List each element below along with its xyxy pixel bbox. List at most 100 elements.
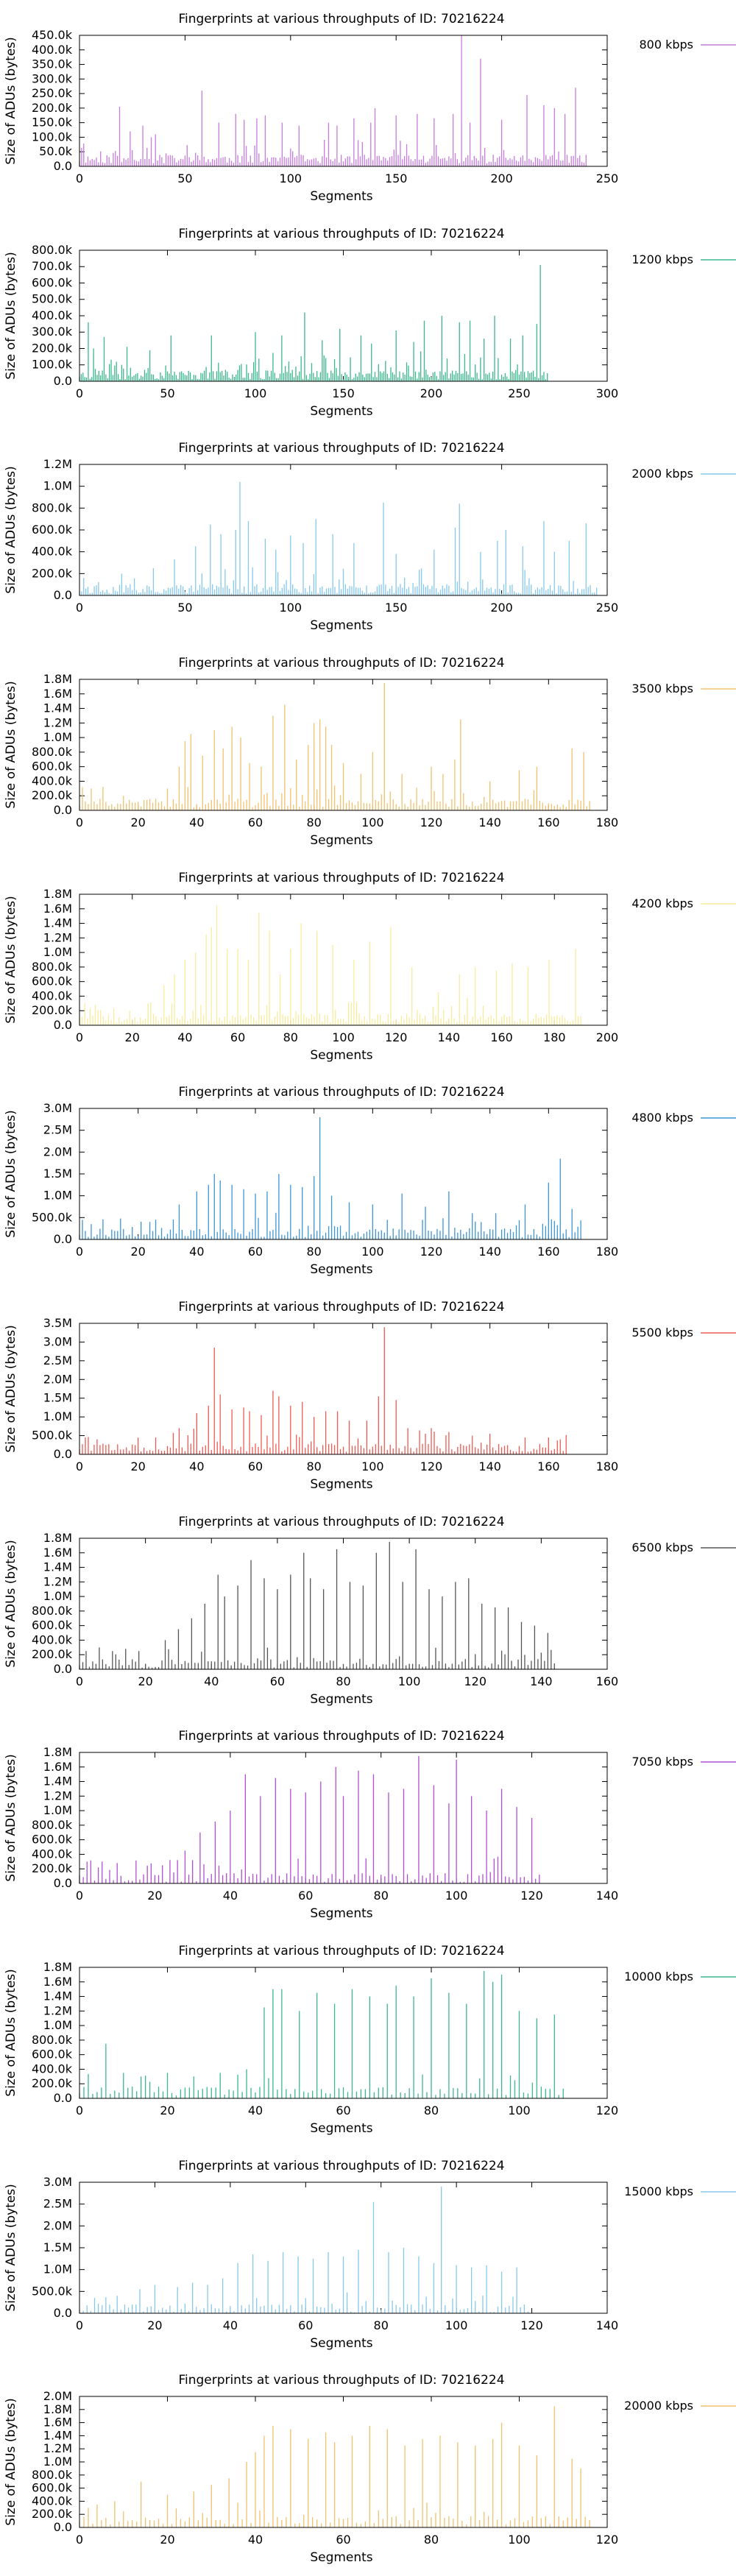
y-tick-label: 800.0k (32, 1604, 73, 1618)
y-axis-label: Size of ADUs (bytes) (4, 1969, 18, 2096)
y-tick-label: 50.0k (39, 144, 73, 158)
x-axis-label: Segments (310, 833, 372, 848)
y-axis-label: Size of ADUs (bytes) (4, 1755, 18, 1882)
y-tick-label: 200.0k (32, 1862, 73, 1876)
plot-frame (79, 35, 608, 167)
y-tick-label: 0.0 (54, 159, 72, 173)
y-tick-label: 1.6M (43, 1545, 72, 1559)
x-tick-label: 20 (125, 1030, 140, 1044)
x-tick-label: 180 (596, 1459, 619, 1473)
chart-title: Fingerprints at various throughputs of I… (178, 227, 504, 241)
y-tick-label: 0.0 (54, 1232, 72, 1246)
x-tick-label: 40 (248, 2533, 263, 2547)
chart-panel-2: Fingerprints at various throughputs of I… (4, 441, 736, 633)
chart-title: Fingerprints at various throughputs of I… (178, 1515, 504, 1529)
chart-title: Fingerprints at various throughputs of I… (178, 871, 504, 885)
y-tick-label: 3.0M (43, 1101, 72, 1115)
y-axis-label: Size of ADUs (bytes) (4, 2184, 18, 2311)
y-axis-label: Size of ADUs (bytes) (4, 896, 18, 1023)
x-tick-label: 250 (508, 386, 531, 400)
x-axis-label: Segments (310, 404, 372, 419)
x-tick-label: 0 (76, 601, 83, 615)
x-tick-label: 50 (160, 386, 174, 400)
y-tick-label: 400.0k (32, 2062, 73, 2076)
x-tick-label: 160 (490, 1030, 513, 1044)
y-tick-label: 1.4M (43, 2429, 72, 2443)
plot-frame (79, 1752, 608, 1884)
x-tick-label: 140 (478, 1245, 501, 1259)
y-tick-label: 1.6M (43, 1975, 72, 1989)
x-tick-label: 180 (596, 815, 619, 829)
x-tick-label: 140 (596, 1889, 619, 1903)
x-axis-label: Segments (310, 1262, 372, 1277)
x-tick-label: 50 (177, 171, 192, 185)
y-tick-label: 1.6M (43, 687, 72, 701)
chart-title: Fingerprints at various throughputs of I… (178, 2373, 504, 2388)
chart-panel-7: Fingerprints at various throughputs of I… (4, 1515, 736, 1707)
x-tick-label: 120 (596, 2103, 619, 2117)
y-tick-label: 1.4M (43, 1989, 72, 2003)
chart-panel-9: Fingerprints at various throughputs of I… (4, 1944, 736, 2136)
y-tick-label: 0.0 (54, 1447, 72, 1461)
y-tick-label: 1.4M (43, 916, 72, 930)
x-tick-label: 160 (537, 1459, 560, 1473)
x-tick-label: 0 (76, 1245, 83, 1259)
y-tick-label: 0.0 (54, 1662, 72, 1676)
x-tick-label: 80 (424, 2103, 439, 2117)
chart-title: Fingerprints at various throughputs of I… (178, 656, 504, 670)
x-tick-label: 100 (361, 1459, 384, 1473)
y-tick-label: 400.0k (32, 988, 73, 1002)
x-tick-label: 0 (76, 2103, 83, 2117)
y-axis-label: Size of ADUs (bytes) (4, 1111, 18, 1238)
y-tick-label: 400.0k (32, 1632, 73, 1646)
x-tick-label: 0 (76, 1459, 83, 1473)
y-tick-label: 400.0k (32, 308, 73, 322)
legend-label: 20000 kbps (624, 2399, 693, 2413)
y-tick-label: 100.0k (32, 357, 73, 371)
y-tick-label: 800.0k (32, 745, 73, 759)
x-tick-label: 120 (596, 2533, 619, 2547)
y-tick-label: 1.2M (43, 2442, 72, 2456)
x-axis-label: Segments (310, 2550, 372, 2565)
x-tick-label: 140 (478, 1459, 501, 1473)
x-tick-label: 20 (160, 2103, 174, 2117)
y-tick-label: 200.0k (32, 1003, 73, 1017)
y-axis-label: Size of ADUs (bytes) (4, 681, 18, 808)
y-tick-label: 200.0k (32, 2508, 73, 2522)
x-tick-label: 100 (361, 815, 384, 829)
y-tick-label: 600.0k (32, 2048, 73, 2062)
y-tick-label: 600.0k (32, 974, 73, 988)
x-tick-label: 60 (298, 1889, 313, 1903)
y-axis-label: Size of ADUs (bytes) (4, 2399, 18, 2526)
x-tick-label: 120 (464, 1674, 486, 1688)
x-axis-label: Segments (310, 1906, 372, 1921)
y-tick-label: 1.4M (43, 1560, 72, 1574)
chart-panel-4: Fingerprints at various throughputs of I… (4, 871, 736, 1063)
x-tick-label: 160 (537, 815, 560, 829)
x-tick-label: 160 (537, 1245, 560, 1259)
y-tick-label: 800.0k (32, 501, 73, 515)
y-tick-label: 1.0M (43, 2455, 72, 2469)
y-tick-label: 1.0M (43, 730, 72, 744)
y-tick-label: 1.5M (43, 2240, 72, 2254)
x-tick-label: 120 (385, 1030, 408, 1044)
x-tick-label: 100 (508, 2103, 531, 2117)
y-tick-label: 500.0k (32, 2284, 73, 2298)
y-tick-label: 2.0M (43, 1372, 72, 1386)
x-tick-label: 80 (374, 1889, 389, 1903)
x-tick-label: 20 (131, 1459, 146, 1473)
x-tick-label: 40 (189, 1459, 204, 1473)
x-tick-label: 40 (189, 815, 204, 829)
y-tick-label: 1.5M (43, 1391, 72, 1405)
plot-frame (79, 894, 608, 1026)
x-tick-label: 200 (490, 601, 513, 615)
y-tick-label: 700.0k (32, 259, 73, 273)
x-tick-label: 100 (332, 1030, 355, 1044)
x-tick-label: 20 (147, 1889, 162, 1903)
legend-label: 5500 kbps (631, 1326, 693, 1340)
x-tick-label: 0 (76, 386, 83, 400)
x-tick-label: 120 (420, 1459, 443, 1473)
x-tick-label: 60 (270, 1674, 285, 1688)
y-tick-label: 600.0k (32, 1833, 73, 1847)
